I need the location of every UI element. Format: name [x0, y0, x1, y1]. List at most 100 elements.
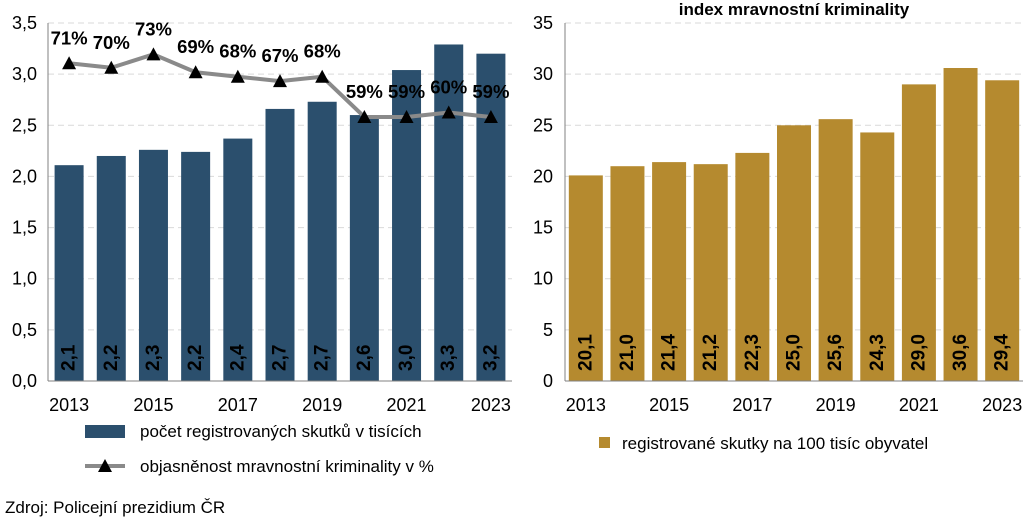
- right-bar-2022: [943, 68, 978, 382]
- left-line-value-label: 68%: [219, 41, 256, 62]
- right-y-tick-label: 0: [543, 371, 553, 391]
- left-line-value-label: 73%: [135, 18, 172, 39]
- right-legend: registrované skutky na 100 tisíc obyvate…: [599, 434, 928, 453]
- triangle-marker: [146, 47, 161, 61]
- left-bar-2016: [181, 151, 211, 381]
- left-bar-2018: [265, 108, 295, 382]
- right-bar-value-label: 29,4: [992, 334, 1013, 371]
- left-y-tick-labels: 0,0 0,5 1,0 1,5 2,0 2,5 3,0 3,5: [12, 13, 37, 391]
- left-chart: 2,1 2,2 2,3 2,2 2,4 2,7 2,7 2,6 3,0 3,3 3,2 71% 70%7…: [12, 13, 512, 415]
- right-y-tick-label: 15: [533, 218, 553, 238]
- right-y-tick-label: 30: [533, 64, 553, 84]
- left-x-tick-label: 2021: [387, 395, 427, 415]
- right-x-tick-label: 2019: [816, 395, 856, 415]
- legend-swatch-bar: [85, 425, 125, 438]
- left-bar-value-label: 2,7: [312, 345, 333, 371]
- right-bar-value-label: 25,0: [784, 334, 805, 371]
- left-y-tick-label: 0,0: [12, 371, 37, 391]
- triangle-marker: [483, 109, 498, 123]
- right-bar-value-label: 21,2: [700, 334, 721, 371]
- left-bars: [54, 44, 506, 382]
- legend-item-clearance-rate: objasněnost mravnostní kriminality v %: [85, 457, 434, 476]
- triangle-marker: [104, 60, 119, 74]
- right-axes: [564, 23, 1023, 382]
- right-bar-2018: [777, 125, 811, 382]
- right-chart: index mravnostní kriminality 20,1 21,0 21,…: [533, 0, 1023, 415]
- right-y-tick-label: 20: [533, 166, 553, 186]
- left-y-tick-label: 3,5: [12, 13, 37, 33]
- right-x-tick-label: 2017: [732, 395, 772, 415]
- right-bar-2021: [901, 84, 936, 381]
- right-bar-value-labels: 20,1 21,0 21,4 21,2 22,3 25,0 25,6 24,3 29,0 30,6…: [575, 334, 1012, 371]
- right-y-tick-label: 35: [533, 13, 553, 33]
- left-line-value-label: 59%: [388, 81, 425, 102]
- left-y-tick-label: 2,0: [12, 166, 37, 186]
- right-bar-value-label: 29,0: [908, 334, 929, 371]
- left-y-tick-label: 0,5: [12, 320, 37, 340]
- left-bar-value-label: 2,6: [354, 345, 375, 371]
- triangle-marker: [62, 56, 77, 70]
- left-line-value-label: 67%: [261, 45, 298, 66]
- legend-label: objasněnost mravnostní kriminality v %: [140, 457, 434, 476]
- left-bar-value-label: 2,1: [59, 344, 80, 371]
- right-x-tick-label: 2021: [899, 395, 939, 415]
- left-x-tick-label: 2023: [471, 395, 511, 415]
- left-line-value-label: 60%: [430, 77, 467, 98]
- triangle-marker: [399, 109, 414, 123]
- left-y-tick-label: 1,0: [12, 269, 37, 289]
- left-bar-value-label: 3,2: [480, 345, 501, 371]
- right-bar-2013: [568, 175, 603, 381]
- left-x-tick-label: 2019: [302, 395, 342, 415]
- left-bar-value-label: 2,7: [270, 345, 291, 371]
- right-y-tick-labels: 0 5 10 15 20 25 30 35: [533, 13, 553, 391]
- left-legend: počet registrovaných skutků v tisících o…: [85, 422, 434, 476]
- right-bar-value-label: 21,0: [617, 334, 638, 371]
- right-x-tick-label: 2015: [649, 395, 689, 415]
- right-bars: [568, 68, 1020, 382]
- triangle-marker: [230, 69, 245, 83]
- right-x-tick-labels: 2013 2015 2017 2019 2021 2023: [566, 395, 1022, 415]
- left-bar-value-label: 3,0: [396, 345, 417, 371]
- right-y-tick-label: 25: [533, 115, 553, 135]
- right-bar-2015: [652, 162, 687, 381]
- right-x-tick-label: 2013: [566, 395, 606, 415]
- right-x-tick-label: 2023: [982, 395, 1022, 415]
- right-y-tick-label: 5: [543, 320, 553, 340]
- left-bar-2022: [434, 44, 464, 381]
- left-bar-2014: [96, 155, 126, 381]
- right-chart-plot: 20,1 21,0 21,4 21,2 22,3 25,0 25,6 24,3 29,0 30,6…: [533, 13, 1023, 415]
- left-line-value-label: 59%: [472, 81, 509, 102]
- right-bar-value-label: 22,3: [742, 334, 763, 371]
- triangle-marker: [188, 65, 203, 79]
- left-bar-2015: [138, 149, 168, 381]
- left-bar-value-label: 2,4: [227, 344, 248, 371]
- triangle-marker: [315, 69, 330, 83]
- right-bar-value-label: 20,1: [575, 334, 596, 371]
- left-bar-2019: [307, 101, 337, 381]
- left-bar-2017: [223, 138, 253, 381]
- right-bar-value-label: 24,3: [867, 334, 888, 371]
- left-line-value-label: 69%: [177, 36, 214, 57]
- legend-item-offences-per-100k: registrované skutky na 100 tisíc obyvate…: [599, 434, 928, 453]
- left-y-tick-label: 3,0: [12, 64, 37, 84]
- left-bar-value-label: 2,2: [101, 345, 122, 371]
- left-bar-value-label: 2,2: [185, 345, 206, 371]
- left-line-series: 71% 70%73%69% 68% 67% 68%59% 59% 60% 59%: [51, 18, 509, 123]
- right-chart-title: index mravnostní kriminality: [679, 0, 910, 19]
- left-line-value-label: 68%: [304, 41, 341, 62]
- left-x-tick-label: 2015: [133, 395, 173, 415]
- right-bar-2020: [860, 132, 895, 381]
- left-bar-value-label: 3,3: [438, 345, 459, 371]
- left-x-tick-label: 2013: [49, 395, 89, 415]
- right-bar-2016: [693, 164, 728, 381]
- legend-label: počet registrovaných skutků v tisících: [140, 422, 422, 441]
- triangle-marker: [273, 74, 287, 88]
- triangle-marker-icon: [98, 459, 112, 472]
- right-bar-2017: [735, 152, 770, 381]
- left-x-tick-labels: 2013 2015 2017 2019 2021 2023: [49, 395, 511, 415]
- left-bar-value-label: 2,3: [143, 345, 164, 371]
- left-bar-value-labels: 2,1 2,2 2,3 2,2 2,4 2,7 2,7 2,6 3,0 3,3 3,2: [59, 344, 502, 371]
- left-line-value-label: 59%: [346, 81, 383, 102]
- right-bar-value-label: 21,4: [659, 334, 680, 371]
